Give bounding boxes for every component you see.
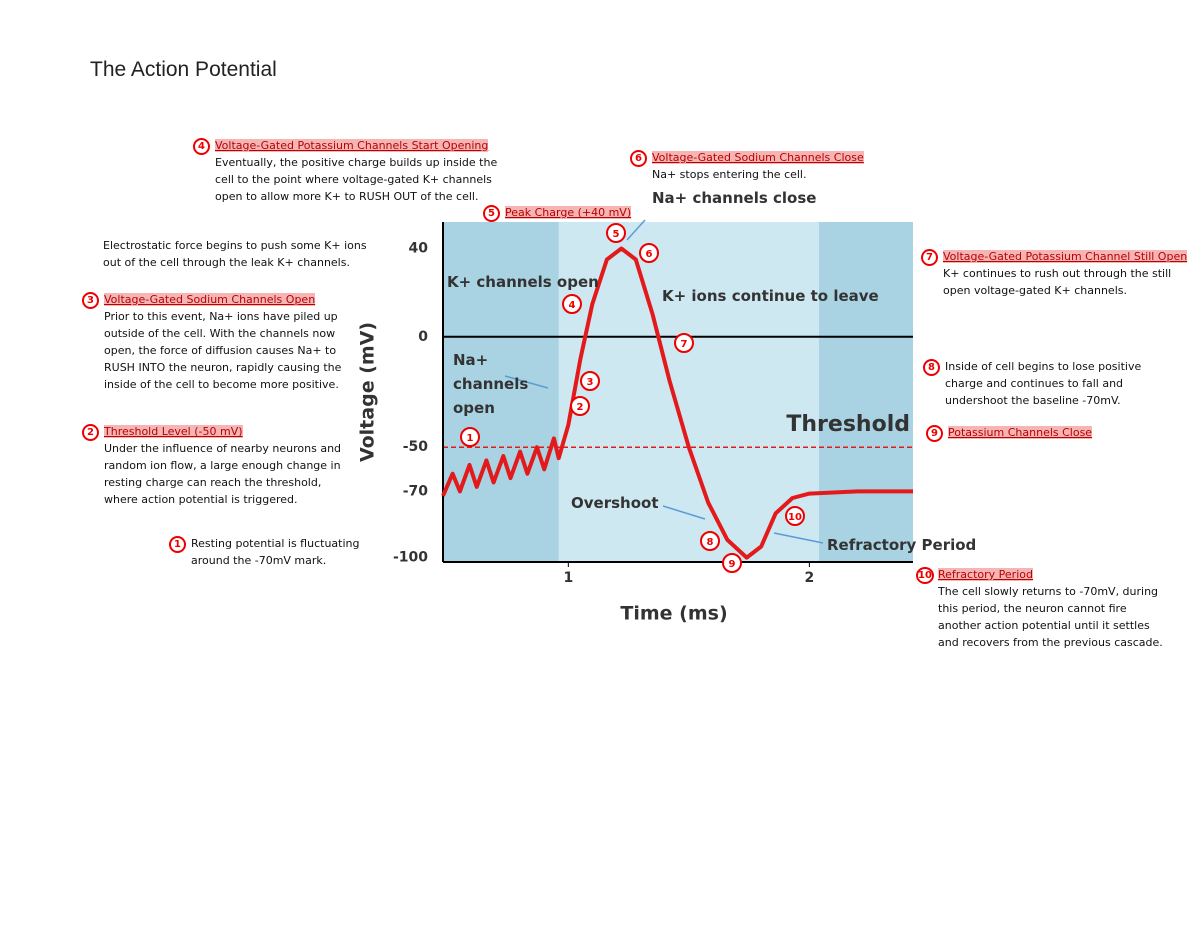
marker-circle — [722, 553, 742, 573]
marker-number: 5 — [613, 229, 620, 240]
chart-annotation: K+ channels open — [447, 273, 599, 291]
note: 8 Inside of cell begins to lose positive … — [923, 358, 1145, 409]
note-body: Inside of cell begins to lose positive c… — [945, 360, 1142, 407]
note-number: 10 — [916, 567, 934, 584]
note-body: Prior to this event, Na+ ions have piled… — [104, 310, 342, 391]
note-body: Na+ stops entering the cell. — [652, 168, 807, 181]
marker-number: 10 — [788, 512, 802, 523]
note: 5 Peak Charge (+40 mV) — [483, 204, 705, 222]
note: 7 Voltage-Gated Potassium Channel Still O… — [921, 248, 1198, 299]
marker-number: 8 — [707, 537, 714, 548]
note: 9 Potassium Channels Close — [926, 424, 1148, 442]
note-body: Electrostatic force begins to push some … — [103, 239, 367, 269]
chart-annotation: Overshoot — [571, 494, 659, 512]
marker-circle — [639, 243, 659, 263]
note-number: 1 — [169, 536, 186, 553]
arrow — [662, 505, 706, 520]
marker-circle — [460, 427, 480, 447]
note-number: 7 — [921, 249, 938, 266]
chart-annotation: K+ ions continue to leave — [662, 287, 879, 305]
chart-annotation: Na+ channels open — [453, 351, 529, 417]
step-marker: 6 — [639, 243, 659, 263]
marker-number: 9 — [729, 559, 736, 570]
marker-circle — [700, 531, 720, 551]
note-body: Resting potential is fluctuating around … — [191, 537, 360, 567]
marker-circle — [606, 223, 626, 243]
arrows — [504, 219, 824, 544]
step-marker: 10 — [785, 506, 805, 526]
note-number: 4 — [193, 138, 210, 155]
chart-annotation: Na+ channels close — [652, 189, 817, 207]
step-marker: 1 — [460, 427, 480, 447]
note-heading: Refractory Period — [938, 568, 1033, 581]
y-axis-label: Voltage (mV) — [357, 322, 379, 462]
threshold-label: Threshold — [786, 412, 910, 437]
x-tick-label: 1 — [563, 570, 573, 586]
note: 6 Voltage-Gated Sodium Channels Close Na+ … — [630, 149, 882, 183]
marker-number: 2 — [577, 402, 584, 413]
note-body: K+ continues to rush out through the sti… — [943, 267, 1172, 297]
note: 2 Threshold Level (-50 mV) Under the influ… — [82, 423, 349, 508]
note: 1 Resting potential is fluctuating around… — [169, 535, 371, 569]
step-marker: 2 — [570, 396, 590, 416]
y-tick-label: -50 — [403, 439, 429, 455]
step-marker: 9 — [722, 553, 742, 573]
note-body: Under the influence of nearby neurons an… — [104, 442, 342, 506]
band — [819, 222, 913, 562]
y-tick-label: -70 — [403, 483, 429, 499]
note-heading: Voltage-Gated Potassium Channels Start O… — [215, 139, 489, 152]
note: 3 Voltage-Gated Sodium Channels Open Prior… — [82, 291, 344, 393]
note-number: 6 — [630, 150, 647, 167]
arrow — [626, 219, 646, 241]
arrow — [773, 532, 824, 544]
voltage-line — [441, 246, 913, 560]
marker-circle — [580, 371, 600, 391]
step-marker: 4 — [562, 294, 582, 314]
step-marker: 7 — [674, 333, 694, 353]
plot: Threshold 40 0 -50 -70 -100 1 2 Time (ms) Voltage… — [357, 222, 913, 625]
note-body: Eventually, the positive charge builds u… — [215, 156, 498, 203]
x-tick-label: 2 — [804, 570, 814, 586]
marker-number: 1 — [467, 433, 474, 444]
note: 4 Voltage-Gated Potassium Channels Start … — [193, 137, 500, 205]
arrow — [504, 375, 549, 389]
chart-annotation: Refractory Period — [827, 536, 977, 554]
note-body: The cell slowly returns to -70mV, during… — [938, 585, 1163, 649]
marker-circle — [674, 333, 694, 353]
marker-number: 4 — [569, 300, 576, 311]
page-title: The Action Potential — [90, 58, 277, 81]
note: Electrostatic force begins to push some … — [103, 237, 373, 271]
band — [443, 222, 559, 562]
note: 10 Refractory Period The cell slowly retur… — [916, 566, 1173, 651]
marker-number: 3 — [587, 377, 594, 388]
note-heading: Peak Charge (+40 mV) — [505, 206, 632, 219]
note-number: 5 — [483, 205, 500, 222]
x-axis-label: Time (ms) — [620, 603, 727, 625]
step-marker: 5 — [606, 223, 626, 243]
marker-circle — [785, 506, 805, 526]
note-heading: Voltage-Gated Potassium Channel Still Op… — [943, 250, 1188, 263]
note-number: 3 — [82, 292, 99, 309]
note-heading: Voltage-Gated Sodium Channels Open — [104, 293, 316, 306]
note-heading: Potassium Channels Close — [948, 426, 1093, 439]
step-marker: 8 — [700, 531, 720, 551]
note-number: 2 — [82, 424, 99, 441]
note-heading: Threshold Level (-50 mV) — [104, 425, 243, 438]
note-heading: Voltage-Gated Sodium Channels Close — [652, 151, 864, 164]
marker-circle — [562, 294, 582, 314]
marker-number: 6 — [646, 249, 653, 260]
y-tick-label: 0 — [418, 329, 428, 345]
marker-number: 7 — [681, 339, 688, 350]
y-tick-label: -100 — [393, 550, 428, 566]
step-marker: 3 — [580, 371, 600, 391]
note-number: 9 — [926, 425, 943, 442]
marker-circle — [570, 396, 590, 416]
note-number: 8 — [923, 359, 940, 376]
y-tick-label: 40 — [409, 240, 429, 256]
